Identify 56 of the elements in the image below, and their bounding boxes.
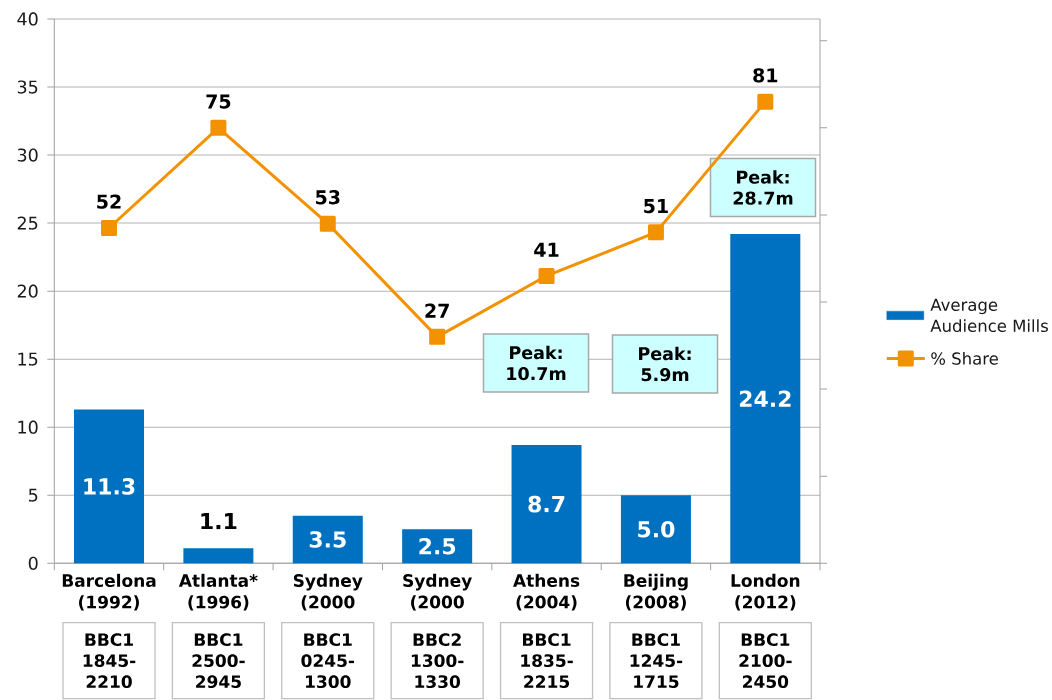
bar (620, 495, 691, 564)
legend-label: % Share (931, 352, 998, 365)
data-label: 41 (534, 242, 559, 257)
y-tick-label: 40 (17, 12, 38, 26)
y-tick-label: 0 (28, 556, 38, 570)
y-tick-label: 5 (28, 488, 38, 502)
data-label: 75 (206, 94, 231, 109)
data-label: 81 (753, 68, 778, 83)
y-tick-label: 10 (18, 420, 38, 434)
annotation: Peak: 28.7m (733, 170, 793, 205)
point (757, 93, 774, 110)
y-tick-label: 30 (17, 148, 38, 162)
text: BBC1 2500-2945 (192, 633, 245, 689)
x-tick-label: Sydney (2000 (403, 573, 472, 611)
text: BBC1 1835-2215 (521, 633, 573, 689)
point (319, 215, 336, 232)
x-tick-label: Sydney (2000 (293, 573, 363, 611)
x-tick-label: Atlanta* (1996) (178, 573, 258, 611)
data-label: 24.2 (739, 390, 791, 407)
bar (402, 529, 473, 564)
x-tick-label: Barcelona (1992) (62, 573, 156, 611)
data-label: 2.5 (419, 537, 456, 555)
y-tick-label: 15 (18, 352, 38, 366)
data-label: 52 (97, 194, 121, 209)
text: BBC1 1845-2210 (83, 633, 136, 689)
x-tick-label: Athens (2004) (513, 573, 580, 611)
bar (292, 515, 363, 564)
bar (511, 444, 582, 564)
data-label: 3.5 (309, 531, 346, 548)
annotation: Peak: 5.9m (639, 346, 691, 382)
bar (74, 409, 144, 564)
bar (183, 548, 254, 564)
data-label: 53 (316, 190, 340, 205)
text: BBC2 1300-1330 (411, 633, 464, 689)
point (210, 119, 227, 136)
y-tick-label: 35 (17, 80, 38, 94)
bar (730, 233, 801, 564)
data-label: 27 (425, 303, 449, 318)
x-tick-label: Beijing (2008) (624, 573, 688, 611)
x-tick-label: London (2012) (731, 573, 800, 611)
data-label: 5.0 (638, 520, 675, 538)
data-label: 51 (644, 199, 668, 214)
annotation: Peak: 10.7m (507, 345, 566, 381)
point (538, 267, 555, 284)
point (101, 220, 117, 236)
y-tick-label: 25 (17, 216, 38, 230)
y-tick-label: 20 (17, 284, 38, 298)
legend-label: Average Audience Mills (930, 298, 1048, 333)
point (429, 328, 446, 345)
point (647, 224, 664, 241)
text: BBC1 2100-2450 (739, 633, 792, 689)
data-label: 11.3 (84, 478, 135, 495)
data-label: 8.7 (528, 495, 565, 513)
text: BBC1 0245-1300 (301, 633, 355, 689)
text: BBC1 1245-1715 (630, 633, 683, 689)
data-label: 1.1 (201, 513, 237, 530)
